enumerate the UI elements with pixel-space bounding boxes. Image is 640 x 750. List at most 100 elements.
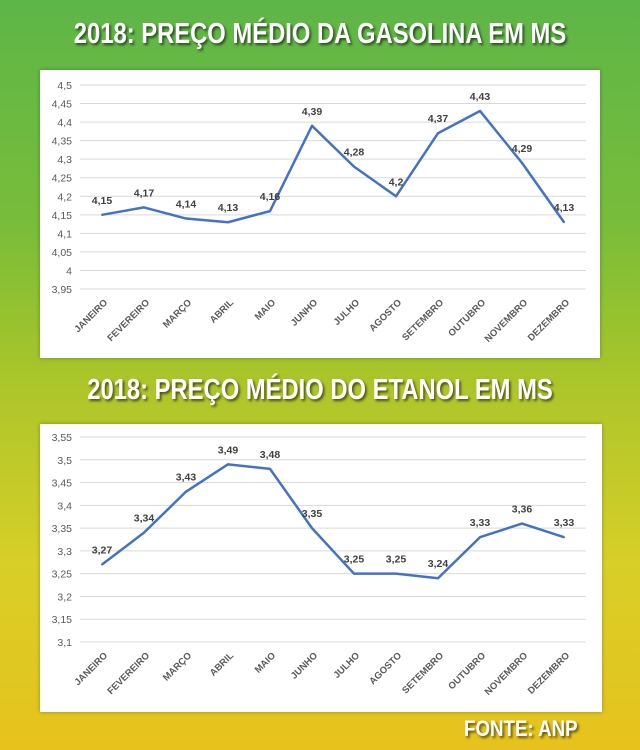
- ethanol-chart-panel: 3,1 3,15 3,2 3,25 3,3 3,35 3,4 3,45 3,5 3,55 3,27 J…: [40, 424, 602, 712]
- y-tick-label: 3,55: [52, 432, 73, 444]
- data-label: 3,27: [92, 545, 113, 557]
- data-point: [521, 161, 523, 164]
- series-line: [101, 463, 565, 580]
- x-tick-label: JANEIRO: [72, 650, 110, 688]
- data-label: 4,17: [134, 187, 155, 199]
- y-tick-label: 3,35: [52, 523, 73, 535]
- data-label: 4,16: [260, 191, 281, 203]
- x-tick-label: DEZEMBRO: [526, 650, 572, 696]
- data-point: [311, 527, 313, 530]
- data-point: [563, 536, 565, 539]
- data-point: [143, 206, 145, 209]
- data-point: [353, 572, 355, 575]
- data-point: [101, 563, 103, 566]
- data-label: 4,29: [512, 143, 533, 155]
- x-tick-label: OUTUBRO: [446, 297, 488, 339]
- x-tick-label: MARÇO: [161, 650, 194, 683]
- x-tick-label: JULHO: [332, 297, 363, 328]
- y-tick-label: 3,5: [57, 455, 72, 467]
- gasoline-chart-panel: 3,95 4 4,05 4,1 4,15 4,2 4,25 4,3 4,35 4,4 4,45 4,5…: [40, 70, 600, 358]
- x-tick-label: JUNHO: [289, 650, 320, 681]
- y-tick-label: 4,3: [57, 154, 72, 166]
- data-point: [227, 221, 229, 224]
- x-tick-label: SETEMBRO: [400, 297, 446, 343]
- y-tick-label: 4: [66, 265, 72, 277]
- y-tick-label: 3,45: [52, 478, 73, 490]
- ethanol-line-chart: 3,1 3,15 3,2 3,25 3,3 3,35 3,4 3,45 3,5 3,55 3,27 J…: [52, 432, 586, 698]
- data-label: 4,37: [428, 113, 449, 125]
- data-label: 4,39: [302, 106, 323, 118]
- data-label: 3,25: [344, 554, 365, 566]
- y-tick-label: 4,35: [52, 136, 73, 148]
- y-tick-label: 4,1: [57, 228, 72, 240]
- data-point: [269, 467, 271, 470]
- data-label: 4,2: [389, 176, 404, 188]
- y-tick-label: 3,15: [52, 614, 73, 626]
- x-tick-label: FEVEREIRO: [106, 650, 153, 697]
- data-label: 3,48: [260, 449, 281, 461]
- y-tick-label: 4,2: [57, 191, 72, 203]
- data-point: [227, 463, 229, 466]
- data-label: 3,25: [386, 554, 407, 566]
- data-point: [479, 109, 481, 112]
- y-tick-label: 3,1: [57, 637, 72, 649]
- data-point: [479, 536, 481, 539]
- data-point: [437, 132, 439, 135]
- data-label: 4,28: [344, 147, 365, 159]
- y-tick-label: 4,25: [52, 173, 73, 185]
- series-line: [101, 109, 566, 224]
- x-tick-label: MARÇO: [161, 297, 194, 330]
- data-label: 4,43: [470, 91, 491, 103]
- source-label: FONTE: ANP: [464, 716, 578, 741]
- data-point: [395, 195, 397, 198]
- x-tick-label: DEZEMBRO: [526, 297, 572, 343]
- data-label: 3,43: [176, 472, 197, 484]
- x-tick-label: OUTUBRO: [446, 650, 488, 692]
- ethanol-chart-title: 2018: PREÇO MÉDIO DO ETANOL EM MS: [87, 374, 553, 406]
- data-label: 4,13: [218, 202, 239, 214]
- data-label: 3,33: [470, 517, 491, 529]
- data-point: [437, 577, 439, 580]
- data-point: [269, 210, 271, 213]
- data-label: 3,36: [512, 504, 533, 516]
- y-tick-label: 4,05: [52, 247, 73, 259]
- x-tick-label: FEVEREIRO: [106, 297, 153, 344]
- y-tick-label: 4,45: [52, 99, 73, 111]
- x-tick-label: AGOSTO: [367, 297, 404, 334]
- x-tick-label: ABRIL: [208, 650, 236, 678]
- data-point: [185, 217, 187, 220]
- data-label: 3,33: [554, 517, 575, 529]
- y-tick-label: 3,2: [57, 591, 72, 603]
- y-tick-label: 3,25: [52, 569, 73, 581]
- data-point: [143, 531, 145, 534]
- x-tick-label: JUNHO: [289, 297, 320, 328]
- data-label: 3,24: [428, 558, 449, 570]
- data-point: [353, 165, 355, 168]
- gasoline-line-chart: 3,95 4 4,05 4,1 4,15 4,2 4,25 4,3 4,35 4,4 4,45 4,5…: [52, 80, 586, 345]
- y-tick-label: 4,15: [52, 210, 73, 222]
- y-tick-label: 4,4: [57, 117, 72, 129]
- data-label: 4,14: [176, 199, 197, 211]
- data-point: [185, 490, 187, 493]
- y-tick-label: 3,95: [52, 284, 73, 296]
- data-point: [101, 213, 103, 216]
- x-tick-label: SETEMBRO: [400, 650, 446, 696]
- data-point: [311, 124, 313, 127]
- data-point: [395, 572, 397, 575]
- y-tick-label: 3,3: [57, 546, 72, 558]
- gasoline-chart-title: 2018: PREÇO MÉDIO DA GASOLINA EM MS: [73, 18, 567, 50]
- x-tick-label: AGOSTO: [367, 650, 404, 687]
- data-label: 3,35: [302, 508, 323, 520]
- x-tick-label: MAIO: [253, 297, 278, 322]
- x-tick-label: NOVEMBRO: [483, 297, 530, 344]
- data-point: [521, 522, 523, 525]
- x-tick-label: JANEIRO: [72, 297, 110, 335]
- x-tick-label: ABRIL: [208, 297, 236, 325]
- x-tick-label: NOVEMBRO: [483, 650, 530, 697]
- y-tick-label: 3,4: [57, 500, 72, 512]
- x-tick-label: JULHO: [332, 650, 363, 681]
- data-label: 4,13: [554, 202, 575, 214]
- data-point: [563, 221, 565, 224]
- data-label: 4,15: [92, 195, 113, 207]
- data-label: 3,49: [218, 444, 239, 456]
